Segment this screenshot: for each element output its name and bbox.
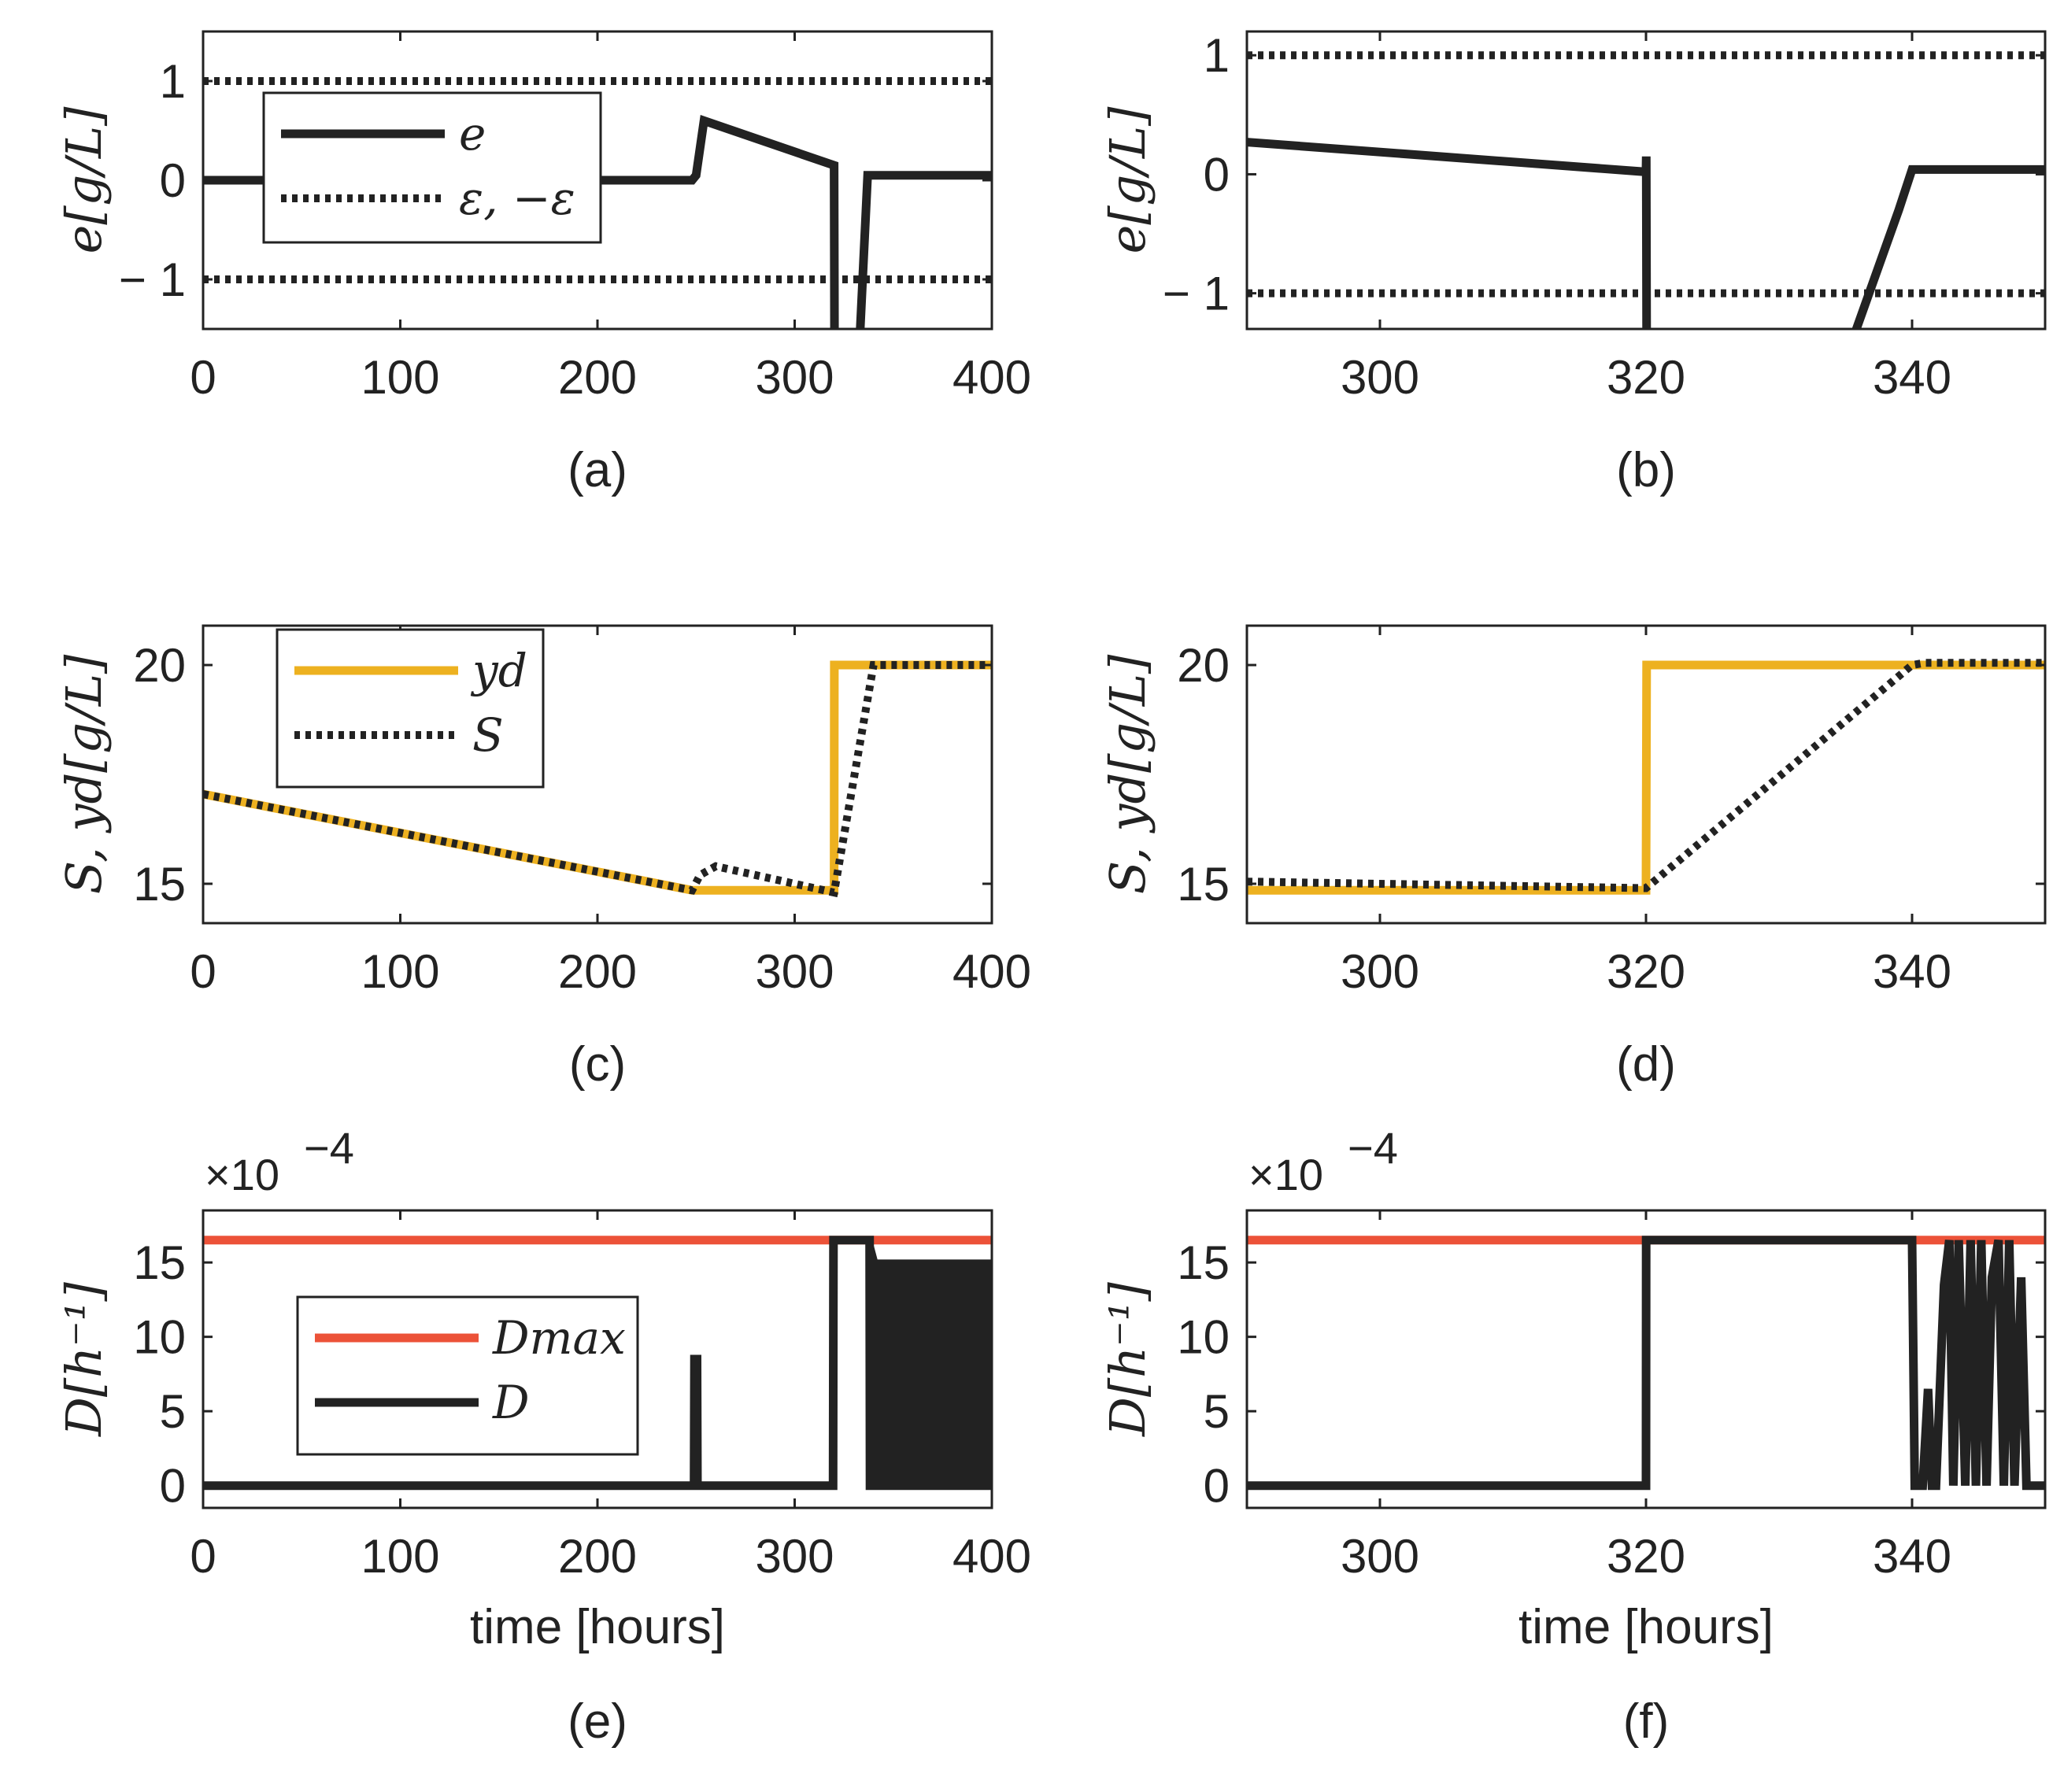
- legend: yd S: [276, 628, 545, 789]
- chattering-band: [873, 1244, 992, 1486]
- x-tick-label: 400: [952, 351, 1031, 404]
- chart-c: 0 100 200 300 400 15 20 S, yd[g/L] (c) yd S: [55, 624, 1031, 1092]
- legend-box: [296, 1295, 639, 1456]
- y-axis-label: D[h⁻¹]: [1099, 1281, 1156, 1436]
- series-line-D: [1247, 1236, 2045, 1491]
- legend-label-e: e: [459, 107, 486, 161]
- x-tick-label: 200: [558, 351, 637, 404]
- panel-caption: (e): [568, 1694, 627, 1749]
- y-tick-label: − 1: [119, 253, 186, 306]
- x-tick-label: 300: [1341, 351, 1419, 404]
- panel-caption: (d): [1616, 1037, 1676, 1092]
- y-tick-label: 1: [1204, 29, 1230, 82]
- legend-label-epsilon-upper: ε, −ε: [459, 172, 575, 225]
- x-tick-label: 300: [1341, 945, 1419, 998]
- x-tick-label: 0: [190, 1530, 216, 1583]
- x-tick-label: 0: [190, 945, 216, 998]
- x-tick-label: 320: [1607, 945, 1685, 998]
- panel-caption: (a): [568, 443, 627, 497]
- legend-box: [262, 91, 602, 244]
- chart-e: 0 100 200 300 400 0 5 10 15 D[h⁻¹] time [hours] ×10…: [55, 1123, 1031, 1749]
- y-exponent-power: −4: [304, 1123, 354, 1173]
- x-tick-label: 100: [361, 1530, 439, 1583]
- series-line-e: [1247, 138, 2045, 329]
- y-tick-label: 0: [1204, 1460, 1230, 1513]
- y-tick-label: 20: [133, 639, 186, 692]
- y-axis-label: e[g/L]: [55, 106, 113, 254]
- chart-d: 300 320 340 15 20 S, yd[g/L] (d): [1099, 624, 2047, 1092]
- y-tick-label: 5: [160, 1385, 186, 1438]
- y-tick-label: − 1: [1163, 268, 1230, 320]
- x-tick-label: 300: [755, 351, 834, 404]
- legend-label-yd: yd: [470, 644, 527, 697]
- series-line-S: [1247, 659, 2045, 892]
- y-tick-label: 15: [1177, 858, 1230, 911]
- x-axis-label: time [hours]: [1518, 1600, 1774, 1654]
- y-tick-label: 5: [1204, 1385, 1230, 1438]
- y-tick-label: 0: [160, 154, 186, 207]
- y-tick-label: 20: [1177, 639, 1230, 692]
- y-tick-label: 15: [1177, 1236, 1230, 1289]
- series-group: [1247, 1236, 2045, 1491]
- legend-label-Dmax: Dmax: [492, 1311, 626, 1365]
- y-tick-label: 1: [160, 55, 186, 108]
- series-line-S: [203, 661, 992, 898]
- series-group: [1247, 659, 2045, 895]
- legend-box: [276, 628, 545, 789]
- y-exponent-label: ×10: [205, 1150, 279, 1199]
- x-tick-label: 100: [361, 945, 439, 998]
- legend: Dmax D: [296, 1295, 639, 1456]
- chart-b: 300 320 340 − 1 0 1 e[g/L] (b): [1099, 29, 2047, 497]
- x-tick-label: 400: [952, 945, 1031, 998]
- y-tick-label: 15: [133, 1236, 186, 1289]
- y-tick-label: 0: [1204, 148, 1230, 201]
- x-tick-label: 320: [1607, 1530, 1685, 1583]
- series-group: [1247, 51, 2045, 329]
- y-axis-label: D[h⁻¹]: [55, 1281, 113, 1436]
- x-tick-label: 200: [558, 945, 637, 998]
- series-line-e: [203, 115, 992, 329]
- x-tick-label: 200: [558, 1530, 637, 1583]
- series-line-D: [203, 1236, 992, 1491]
- x-tick-label: 0: [190, 351, 216, 404]
- series-group: [203, 1236, 992, 1491]
- x-tick-label: 340: [1873, 945, 1951, 998]
- y-tick-label: 15: [133, 858, 186, 911]
- series-group: [203, 660, 992, 898]
- y-tick-label: 10: [133, 1311, 186, 1364]
- panel-caption: (c): [569, 1037, 626, 1092]
- x-tick-label: 400: [952, 1530, 1031, 1583]
- x-tick-label: 300: [755, 1530, 834, 1583]
- y-exponent-label: ×10: [1248, 1150, 1323, 1199]
- y-tick-label: 10: [1177, 1311, 1230, 1364]
- chart-f: 300 320 340 0 5 10 15 D[h⁻¹] time [hours] ×10 −4 (f…: [1099, 1123, 2047, 1749]
- y-axis-label: S, yd[g/L]: [1099, 654, 1156, 894]
- legend-label-S: S: [472, 708, 504, 762]
- y-tick-label: 0: [160, 1460, 186, 1513]
- series-group: [203, 77, 992, 329]
- y-axis-label: S, yd[g/L]: [55, 654, 113, 894]
- x-axis-label: time [hours]: [470, 1600, 725, 1654]
- x-tick-label: 300: [1341, 1530, 1419, 1583]
- series-line-yd: [1247, 660, 2045, 895]
- panel-caption: (b): [1616, 443, 1676, 497]
- x-tick-label: 300: [755, 945, 834, 998]
- x-tick-label: 100: [361, 351, 439, 404]
- legend-label-D: D: [492, 1376, 530, 1429]
- x-tick-label: 340: [1873, 1530, 1951, 1583]
- panel-caption: (f): [1623, 1694, 1670, 1749]
- y-exponent-power: −4: [1348, 1123, 1398, 1173]
- x-tick-label: 340: [1873, 351, 1951, 404]
- x-tick-label: 320: [1607, 351, 1685, 404]
- legend: e ε, −ε: [262, 91, 602, 244]
- y-axis-label: e[g/L]: [1099, 106, 1156, 254]
